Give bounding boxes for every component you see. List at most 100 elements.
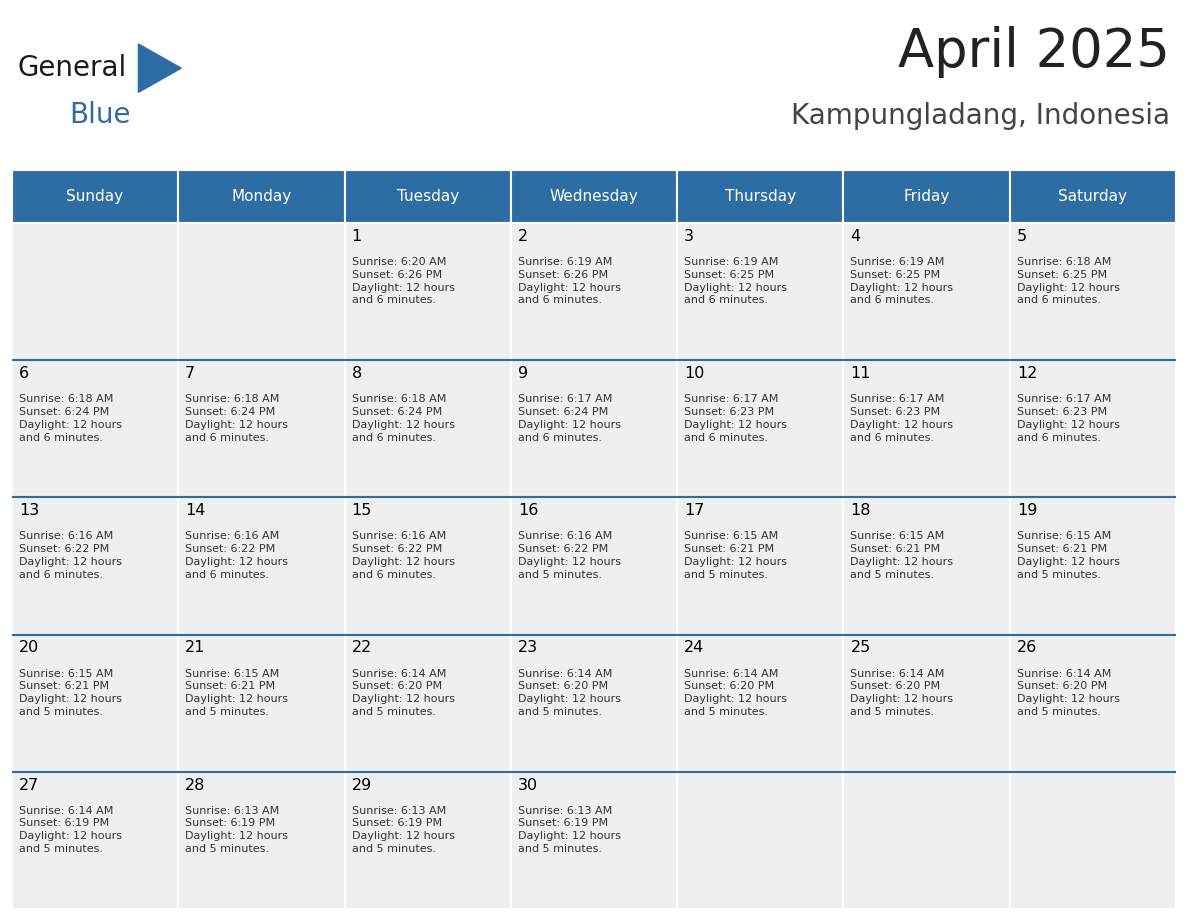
Text: Sunrise: 6:14 AM
Sunset: 6:20 PM
Daylight: 12 hours
and 5 minutes.: Sunrise: 6:14 AM Sunset: 6:20 PM Dayligh… bbox=[1017, 668, 1120, 717]
Text: Sunrise: 6:18 AM
Sunset: 6:24 PM
Daylight: 12 hours
and 6 minutes.: Sunrise: 6:18 AM Sunset: 6:24 PM Dayligh… bbox=[352, 394, 455, 442]
Bar bbox=[345, 498, 511, 634]
Text: General: General bbox=[17, 54, 126, 83]
Text: Tuesday: Tuesday bbox=[397, 189, 459, 204]
Text: 11: 11 bbox=[851, 366, 871, 381]
Bar bbox=[511, 170, 677, 223]
Text: Sunrise: 6:15 AM
Sunset: 6:21 PM
Daylight: 12 hours
and 5 minutes.: Sunrise: 6:15 AM Sunset: 6:21 PM Dayligh… bbox=[851, 532, 954, 580]
Bar bbox=[12, 170, 178, 223]
Text: Friday: Friday bbox=[903, 189, 950, 204]
Text: 18: 18 bbox=[851, 503, 871, 519]
Bar bbox=[1010, 170, 1176, 223]
Text: Sunrise: 6:17 AM
Sunset: 6:23 PM
Daylight: 12 hours
and 6 minutes.: Sunrise: 6:17 AM Sunset: 6:23 PM Dayligh… bbox=[1017, 394, 1120, 442]
Bar bbox=[1010, 498, 1176, 634]
Text: 5: 5 bbox=[1017, 229, 1026, 244]
Text: Sunrise: 6:19 AM
Sunset: 6:25 PM
Daylight: 12 hours
and 6 minutes.: Sunrise: 6:19 AM Sunset: 6:25 PM Dayligh… bbox=[851, 257, 954, 306]
Bar bbox=[677, 170, 843, 223]
Text: Sunrise: 6:20 AM
Sunset: 6:26 PM
Daylight: 12 hours
and 6 minutes.: Sunrise: 6:20 AM Sunset: 6:26 PM Dayligh… bbox=[352, 257, 455, 306]
Bar bbox=[12, 360, 178, 498]
Text: 29: 29 bbox=[352, 778, 372, 792]
Text: Sunday: Sunday bbox=[67, 189, 124, 204]
Text: 1: 1 bbox=[352, 229, 362, 244]
Text: 7: 7 bbox=[185, 366, 195, 381]
Bar bbox=[843, 170, 1010, 223]
Bar bbox=[843, 360, 1010, 498]
Text: 3: 3 bbox=[684, 229, 694, 244]
Text: 12: 12 bbox=[1017, 366, 1037, 381]
Bar bbox=[677, 360, 843, 498]
Text: Sunrise: 6:17 AM
Sunset: 6:23 PM
Daylight: 12 hours
and 6 minutes.: Sunrise: 6:17 AM Sunset: 6:23 PM Dayligh… bbox=[684, 394, 788, 442]
Text: Sunrise: 6:13 AM
Sunset: 6:19 PM
Daylight: 12 hours
and 5 minutes.: Sunrise: 6:13 AM Sunset: 6:19 PM Dayligh… bbox=[352, 806, 455, 854]
Bar bbox=[178, 170, 345, 223]
Text: 26: 26 bbox=[1017, 641, 1037, 655]
Text: 25: 25 bbox=[851, 641, 871, 655]
Text: Sunrise: 6:19 AM
Sunset: 6:26 PM
Daylight: 12 hours
and 6 minutes.: Sunrise: 6:19 AM Sunset: 6:26 PM Dayligh… bbox=[518, 257, 621, 306]
Text: Sunrise: 6:15 AM
Sunset: 6:21 PM
Daylight: 12 hours
and 5 minutes.: Sunrise: 6:15 AM Sunset: 6:21 PM Dayligh… bbox=[185, 668, 289, 717]
Bar bbox=[12, 772, 178, 909]
Bar bbox=[345, 223, 511, 360]
Bar bbox=[1010, 360, 1176, 498]
Text: Sunrise: 6:15 AM
Sunset: 6:21 PM
Daylight: 12 hours
and 5 minutes.: Sunrise: 6:15 AM Sunset: 6:21 PM Dayligh… bbox=[19, 668, 122, 717]
Text: Sunrise: 6:15 AM
Sunset: 6:21 PM
Daylight: 12 hours
and 5 minutes.: Sunrise: 6:15 AM Sunset: 6:21 PM Dayligh… bbox=[1017, 532, 1120, 580]
Bar bbox=[677, 223, 843, 360]
Text: 20: 20 bbox=[19, 641, 39, 655]
Text: 8: 8 bbox=[352, 366, 362, 381]
Text: 23: 23 bbox=[518, 641, 538, 655]
Text: Thursday: Thursday bbox=[725, 189, 796, 204]
Text: 30: 30 bbox=[518, 778, 538, 792]
Text: 2: 2 bbox=[518, 229, 527, 244]
Text: April 2025: April 2025 bbox=[898, 26, 1170, 78]
Bar bbox=[345, 772, 511, 909]
Text: 21: 21 bbox=[185, 641, 206, 655]
Bar bbox=[511, 223, 677, 360]
Bar bbox=[511, 634, 677, 772]
Bar bbox=[677, 634, 843, 772]
Bar bbox=[511, 498, 677, 634]
Text: 13: 13 bbox=[19, 503, 39, 519]
Bar bbox=[677, 498, 843, 634]
Bar bbox=[12, 498, 178, 634]
Text: 24: 24 bbox=[684, 641, 704, 655]
Text: Sunrise: 6:14 AM
Sunset: 6:20 PM
Daylight: 12 hours
and 5 minutes.: Sunrise: 6:14 AM Sunset: 6:20 PM Dayligh… bbox=[851, 668, 954, 717]
Text: Sunrise: 6:15 AM
Sunset: 6:21 PM
Daylight: 12 hours
and 5 minutes.: Sunrise: 6:15 AM Sunset: 6:21 PM Dayligh… bbox=[684, 532, 788, 580]
Bar bbox=[178, 498, 345, 634]
Text: Sunrise: 6:13 AM
Sunset: 6:19 PM
Daylight: 12 hours
and 5 minutes.: Sunrise: 6:13 AM Sunset: 6:19 PM Dayligh… bbox=[518, 806, 621, 854]
Bar bbox=[178, 223, 345, 360]
Text: 10: 10 bbox=[684, 366, 704, 381]
Text: Sunrise: 6:18 AM
Sunset: 6:24 PM
Daylight: 12 hours
and 6 minutes.: Sunrise: 6:18 AM Sunset: 6:24 PM Dayligh… bbox=[19, 394, 122, 442]
Text: Sunrise: 6:14 AM
Sunset: 6:20 PM
Daylight: 12 hours
and 5 minutes.: Sunrise: 6:14 AM Sunset: 6:20 PM Dayligh… bbox=[684, 668, 788, 717]
Polygon shape bbox=[138, 44, 182, 93]
Text: Sunrise: 6:19 AM
Sunset: 6:25 PM
Daylight: 12 hours
and 6 minutes.: Sunrise: 6:19 AM Sunset: 6:25 PM Dayligh… bbox=[684, 257, 788, 306]
Bar bbox=[178, 772, 345, 909]
Text: Kampungladang, Indonesia: Kampungladang, Indonesia bbox=[791, 102, 1170, 129]
Text: Sunrise: 6:14 AM
Sunset: 6:19 PM
Daylight: 12 hours
and 5 minutes.: Sunrise: 6:14 AM Sunset: 6:19 PM Dayligh… bbox=[19, 806, 122, 854]
Text: Sunrise: 6:18 AM
Sunset: 6:25 PM
Daylight: 12 hours
and 6 minutes.: Sunrise: 6:18 AM Sunset: 6:25 PM Dayligh… bbox=[1017, 257, 1120, 306]
Text: Sunrise: 6:16 AM
Sunset: 6:22 PM
Daylight: 12 hours
and 5 minutes.: Sunrise: 6:16 AM Sunset: 6:22 PM Dayligh… bbox=[518, 532, 621, 580]
Text: Sunrise: 6:16 AM
Sunset: 6:22 PM
Daylight: 12 hours
and 6 minutes.: Sunrise: 6:16 AM Sunset: 6:22 PM Dayligh… bbox=[352, 532, 455, 580]
Bar bbox=[12, 634, 178, 772]
Bar bbox=[511, 360, 677, 498]
Bar bbox=[843, 498, 1010, 634]
Text: Wednesday: Wednesday bbox=[550, 189, 638, 204]
Text: Blue: Blue bbox=[69, 101, 131, 129]
Text: Sunrise: 6:14 AM
Sunset: 6:20 PM
Daylight: 12 hours
and 5 minutes.: Sunrise: 6:14 AM Sunset: 6:20 PM Dayligh… bbox=[352, 668, 455, 717]
Text: Monday: Monday bbox=[232, 189, 291, 204]
Bar bbox=[345, 360, 511, 498]
Text: 16: 16 bbox=[518, 503, 538, 519]
Bar bbox=[178, 634, 345, 772]
Text: Sunrise: 6:17 AM
Sunset: 6:24 PM
Daylight: 12 hours
and 6 minutes.: Sunrise: 6:17 AM Sunset: 6:24 PM Dayligh… bbox=[518, 394, 621, 442]
Bar bbox=[511, 772, 677, 909]
Bar bbox=[843, 634, 1010, 772]
Text: 6: 6 bbox=[19, 366, 29, 381]
Text: Sunrise: 6:16 AM
Sunset: 6:22 PM
Daylight: 12 hours
and 6 minutes.: Sunrise: 6:16 AM Sunset: 6:22 PM Dayligh… bbox=[19, 532, 122, 580]
Text: 4: 4 bbox=[851, 229, 860, 244]
Bar bbox=[1010, 772, 1176, 909]
Text: Sunrise: 6:14 AM
Sunset: 6:20 PM
Daylight: 12 hours
and 5 minutes.: Sunrise: 6:14 AM Sunset: 6:20 PM Dayligh… bbox=[518, 668, 621, 717]
Bar bbox=[843, 223, 1010, 360]
Text: Saturday: Saturday bbox=[1059, 189, 1127, 204]
Text: 19: 19 bbox=[1017, 503, 1037, 519]
Text: 15: 15 bbox=[352, 503, 372, 519]
Bar bbox=[677, 772, 843, 909]
Bar bbox=[178, 360, 345, 498]
Bar bbox=[12, 223, 178, 360]
Bar bbox=[345, 170, 511, 223]
